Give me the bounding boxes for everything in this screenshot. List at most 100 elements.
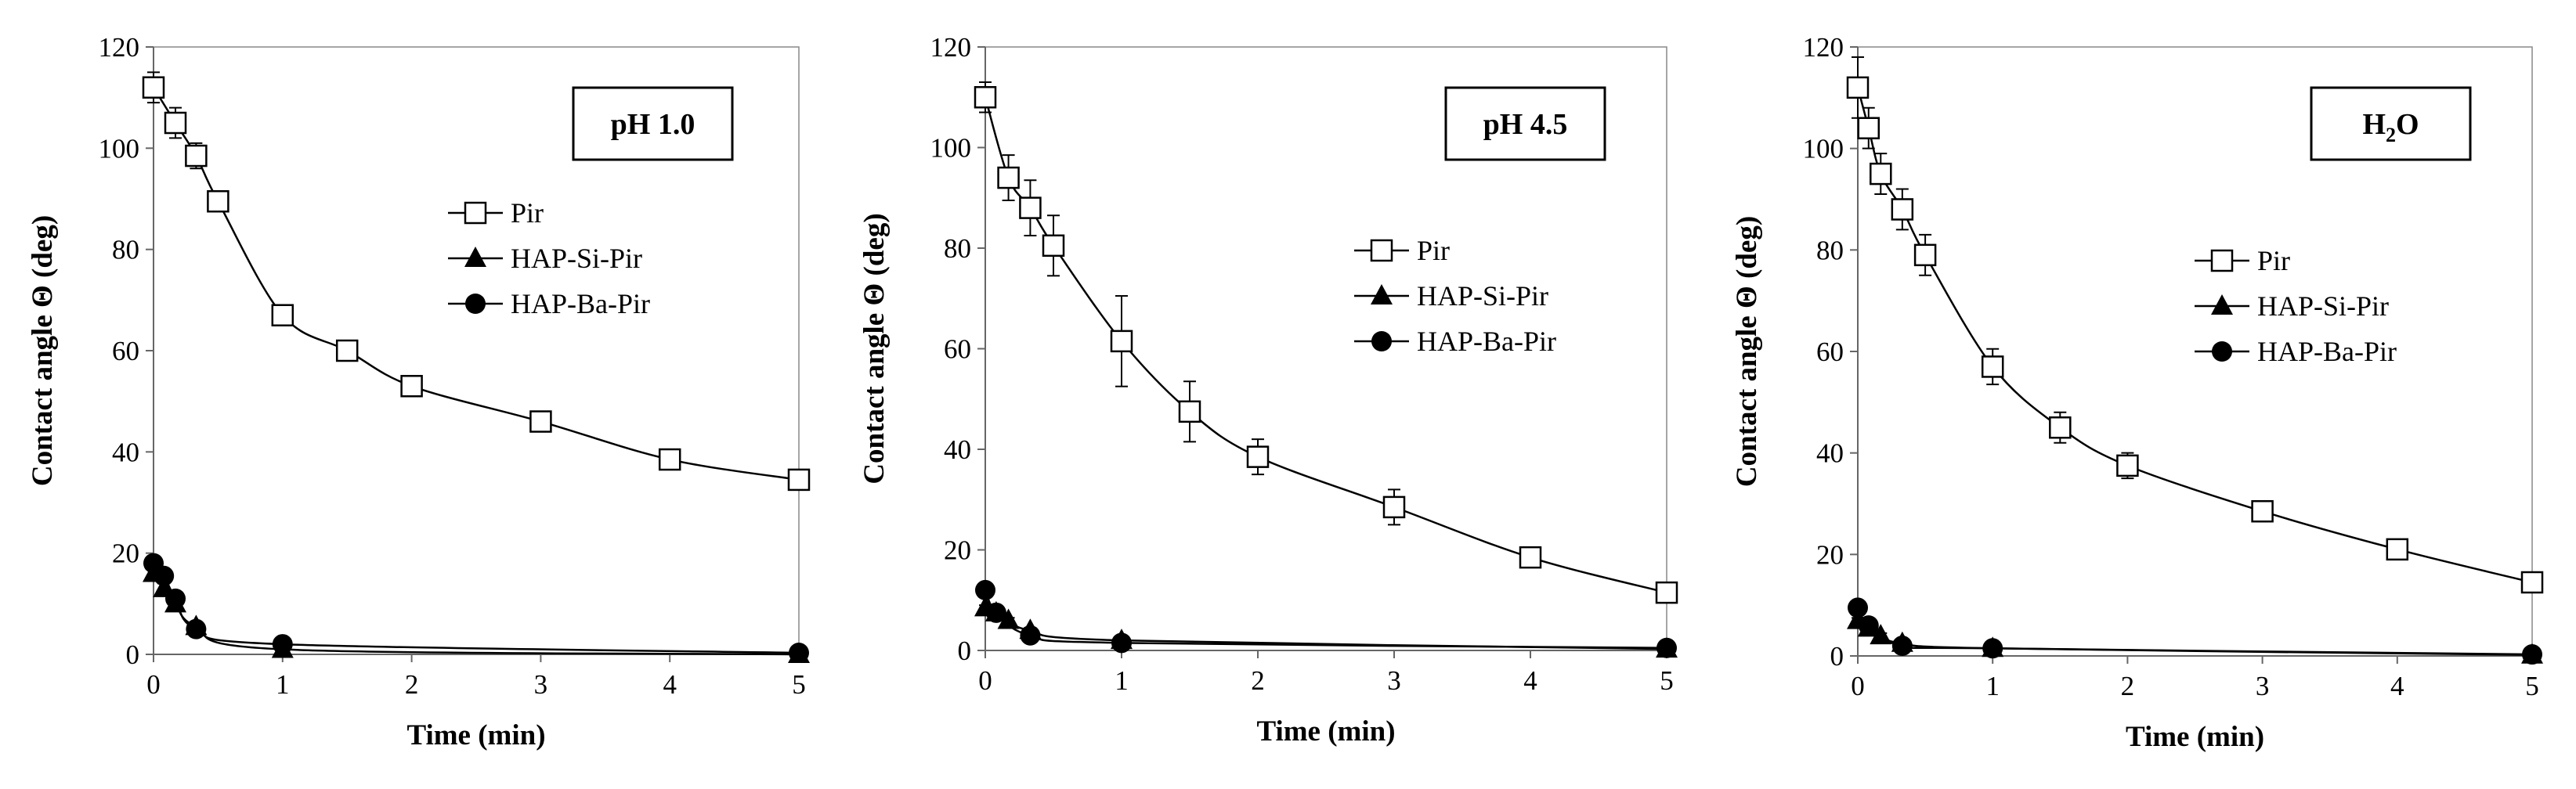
y-tick-label: 120 [930,32,972,63]
legend-marker [1371,331,1392,351]
y-tick-label: 60 [944,334,971,365]
legend-marker [1370,239,1393,262]
legend-label: HAP-Ba-Pir [1417,326,1556,357]
x-axis-label: Time (min) [406,719,545,751]
x-tick-label: 2 [1251,665,1265,696]
legend-marker [464,201,487,225]
chart-panel-2: 0 20 40 60 80 100 120 0 1 2 3 4 5 Time (min) Contact a… [858,32,1678,748]
data-point [207,189,229,213]
legend: Pir HAP-Si-Pir HAP-Ba-Pir [2195,245,2397,367]
data-point [186,618,207,639]
y-tick-label: 100 [99,133,140,164]
x-tick-label: 2 [2121,671,2135,701]
badge-box [572,86,734,161]
legend-marker [2210,249,2234,272]
y-tick-label: 80 [944,233,971,264]
data-point [1848,597,1868,618]
data-point [272,634,293,655]
condition-badge: pH 4.5 [1444,86,1606,161]
legend-marker [464,247,486,267]
x-tick-label: 2 [405,669,419,700]
y-axis-label: Contact angle Θ (deg) [27,215,59,486]
data-point [658,448,681,471]
x-tick-label: 5 [1660,665,1674,696]
data-point [2386,538,2409,561]
legend-marker [1371,284,1393,304]
series-line [984,96,1667,594]
series-hap-si-pir [974,596,1678,658]
data-point [1858,615,1879,636]
data-point [974,86,997,109]
badge-label: H2O [2362,108,2419,146]
y-tick-label: 100 [930,133,972,164]
y-axis-label: Contact angle Θ (deg) [858,213,891,484]
y-tick-label: 40 [944,434,971,465]
data-point [1019,196,1042,219]
data-point [1042,234,1065,258]
data-point [400,375,423,398]
data-point [1111,632,1132,654]
badge-label: pH 4.5 [1483,108,1568,141]
series-line [153,562,800,654]
data-point [997,608,1020,629]
data-point [1657,637,1677,658]
x-tick-label: 3 [2256,671,2270,701]
data-point [1857,117,1881,139]
data-point [164,111,187,135]
data-point [1981,355,2004,378]
y-tick-label: 20 [112,539,139,569]
y-tick-label: 120 [99,32,140,63]
x-tick-label: 3 [534,669,548,700]
y-tick-label: 60 [1816,337,1844,367]
data-point [787,468,811,492]
legend: Pir HAP-Si-Pir HAP-Ba-Pir [1354,235,1556,357]
y-axis-label: Contact angle Θ (deg) [1731,216,1763,487]
legend-label: HAP-Ba-Pir [2257,336,2397,367]
x-tick-label: 0 [1851,671,1865,701]
data-point [185,144,208,168]
x-tick-label: 1 [1985,671,2000,701]
data-point [529,410,552,433]
data-point [2116,454,2139,477]
x-tick-label: 0 [146,669,161,700]
series-pir [1846,56,2544,594]
legend: Pir HAP-Si-Pir HAP-Ba-Pir [448,197,650,319]
data-point [2049,416,2072,439]
legend-label: Pir [2257,245,2290,276]
y-tick-label: 20 [944,535,971,566]
data-point [1870,624,1892,645]
badge-main: H [2362,108,2386,141]
data-point [1891,198,1914,221]
x-tick-label: 1 [1115,665,1129,696]
data-point [271,304,294,326]
data-point [789,643,809,664]
data-point [985,602,1006,623]
series-pir [142,71,811,492]
y-tick-label: 100 [1803,134,1844,164]
y-tick-label: 40 [112,437,139,467]
legend-label: HAP-Ba-Pir [511,288,650,319]
x-tick-label: 5 [2525,671,2539,701]
data-point [142,76,165,99]
data-point [165,588,186,609]
data-point [1870,162,1892,186]
data-point [997,166,1020,189]
badge-tail: O [2396,108,2419,141]
legend-label: Pir [511,197,544,229]
y-tick-label: 60 [112,336,139,366]
x-tick-label: 4 [2390,671,2404,701]
series-hap-ba-pir [975,579,1677,658]
badge-label: pH 1.0 [611,108,695,141]
condition-badge: H2O [2310,86,2472,161]
legend-label: HAP-Si-Pir [2257,290,2389,322]
chart-panel-3: 0 20 40 60 80 100 120 0 1 2 3 4 5 Time (min) Contact a… [1731,32,2544,753]
data-point [1913,243,1937,267]
data-point [1020,625,1041,646]
data-point [1982,638,2003,659]
x-tick-label: 1 [276,669,290,700]
badge-box [2310,86,2472,161]
x-tick-label: 3 [1387,665,1401,696]
data-point [2520,571,2544,594]
data-point [2522,644,2542,665]
